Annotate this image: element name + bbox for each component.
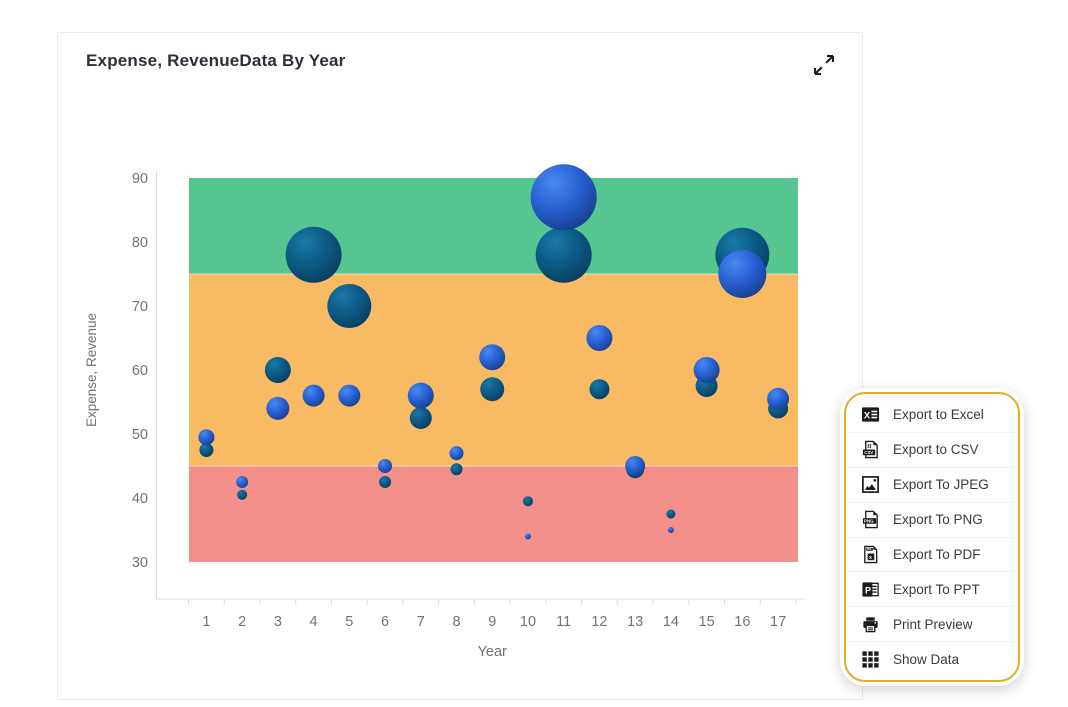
x-tick-label: 11	[556, 614, 571, 630]
x-tick-label: 14	[663, 614, 679, 630]
svg-text:PNG: PNG	[864, 519, 874, 524]
y-tick-label: 40	[132, 491, 148, 507]
bubble-expense-year-3[interactable]	[264, 357, 291, 383]
svg-text:CSV: CSV	[864, 450, 873, 455]
expand-icon	[813, 54, 835, 76]
menu-item-label: Export To PPT	[893, 581, 980, 597]
band-low	[189, 466, 798, 562]
x-tick-label: 13	[627, 614, 643, 630]
y-tick-label: 50	[132, 427, 148, 443]
bubble-expense-year-7[interactable]	[409, 407, 432, 429]
menu-item-export-to-png[interactable]: PNG Export To PNG	[846, 503, 1018, 538]
export-context-menu: X Export to Excel CSV Export to CSV Export T…	[840, 388, 1024, 686]
menu-item-export-to-pdf[interactable]: PDF x Export To PDF	[846, 538, 1018, 573]
bubble-revenue-year-1[interactable]	[198, 429, 215, 446]
x-tick-label: 8	[452, 614, 460, 630]
ppt-icon: P	[861, 580, 880, 599]
y-tick-label: 60	[132, 363, 148, 379]
y-axis-title: Expense, Revenue	[84, 313, 99, 427]
x-axis-title: Year	[478, 644, 507, 660]
bubble-expense-year-1[interactable]	[199, 443, 214, 457]
x-tick-label: 9	[488, 614, 496, 630]
y-tick-label: 90	[132, 171, 148, 187]
menu-item-export-to-csv[interactable]: CSV Export to CSV	[846, 433, 1018, 468]
menu-item-label: Show Data	[893, 651, 960, 667]
pdf-icon: PDF x	[861, 545, 880, 564]
png-icon: PNG	[861, 510, 880, 529]
menu-item-export-to-excel[interactable]: X Export to Excel	[846, 398, 1018, 433]
bubble-expense-year-6[interactable]	[379, 476, 392, 488]
x-tick-label: 15	[699, 614, 715, 630]
bubble-revenue-year-16[interactable]	[718, 250, 767, 298]
x-tick-label: 17	[770, 614, 786, 630]
csv-icon: CSV	[861, 440, 880, 459]
bubble-revenue-year-12[interactable]	[586, 325, 613, 351]
svg-text:x: x	[869, 555, 872, 561]
export-menu-list: X Export to Excel CSV Export to CSV Export T…	[844, 392, 1020, 682]
menu-item-label: Export To PDF	[893, 546, 981, 562]
chart-title: Expense, RevenueData By Year	[86, 51, 346, 70]
menu-item-label: Print Preview	[893, 616, 973, 632]
menu-item-show-data[interactable]: Show Data	[846, 642, 1018, 676]
bubble-expense-year-12[interactable]	[589, 379, 610, 400]
x-tick-label: 16	[734, 614, 750, 630]
bubble-revenue-year-11[interactable]	[530, 164, 597, 231]
jpeg-icon	[861, 475, 880, 494]
bubble-revenue-year-4[interactable]	[302, 384, 325, 407]
bubble-expense-year-9[interactable]	[480, 377, 505, 402]
menu-item-export-to-ppt[interactable]: P Export To PPT	[846, 572, 1018, 608]
bubble-revenue-year-17[interactable]	[767, 387, 790, 410]
bubble-expense-year-8[interactable]	[450, 463, 463, 476]
chart-card: 90 80 70 60 50 40 30 1 2 3 4 5 6 7 8 9 10 11 12 13 14 15 16 17 Y…	[57, 32, 863, 700]
x-tick-label: 7	[417, 614, 425, 630]
y-tick-label: 80	[132, 235, 148, 251]
bubble-expense-year-4[interactable]	[285, 226, 342, 283]
menu-item-label: Export to Excel	[893, 407, 984, 423]
band-high	[189, 178, 798, 274]
show-data-icon	[861, 650, 880, 669]
y-tick-label: 70	[132, 299, 148, 315]
bubble-revenue-year-7[interactable]	[407, 382, 434, 409]
bubble-revenue-year-5[interactable]	[338, 384, 361, 407]
svg-text:P: P	[865, 585, 871, 595]
print-icon	[861, 615, 880, 634]
bubble-expense-year-14[interactable]	[666, 509, 676, 519]
bubble-revenue-year-8[interactable]	[449, 446, 464, 461]
menu-item-label: Export to CSV	[893, 442, 979, 458]
x-tick-label: 5	[345, 614, 353, 630]
bubble-revenue-year-9[interactable]	[479, 344, 506, 371]
bubble-revenue-year-10[interactable]	[524, 533, 531, 540]
x-tick-label: 1	[202, 614, 210, 630]
menu-item-label: Export To JPEG	[893, 477, 989, 493]
menu-item-export-to-jpeg[interactable]: Export To JPEG	[846, 468, 1018, 503]
bubble-expense-year-11[interactable]	[535, 226, 592, 283]
excel-icon: X	[861, 405, 880, 424]
bubble-revenue-year-6[interactable]	[378, 459, 393, 473]
bubble-revenue-year-15[interactable]	[693, 357, 720, 383]
bubble-revenue-year-3[interactable]	[266, 396, 290, 420]
svg-text:X: X	[864, 411, 871, 422]
expand-button[interactable]	[810, 51, 838, 79]
bubble-expense-year-10[interactable]	[522, 496, 533, 507]
menu-item-print-preview[interactable]: Print Preview	[846, 607, 1018, 643]
svg-text:PDF: PDF	[867, 548, 872, 551]
x-tick-label: 12	[591, 614, 607, 630]
bubble-revenue-year-14[interactable]	[667, 527, 674, 533]
y-tick-label: 30	[132, 555, 148, 571]
bubble-revenue-year-13[interactable]	[625, 456, 646, 476]
bubble-expense-year-2[interactable]	[237, 489, 248, 500]
menu-item-label: Export To PNG	[893, 512, 983, 528]
x-tick-label: 6	[381, 614, 389, 630]
bubble-revenue-year-2[interactable]	[236, 476, 249, 488]
bubble-expense-year-5[interactable]	[327, 284, 372, 328]
x-tick-label: 2	[238, 614, 246, 630]
x-tick-label: 10	[520, 614, 536, 630]
x-tick-label: 3	[274, 614, 282, 630]
x-tick-label: 4	[310, 614, 318, 630]
